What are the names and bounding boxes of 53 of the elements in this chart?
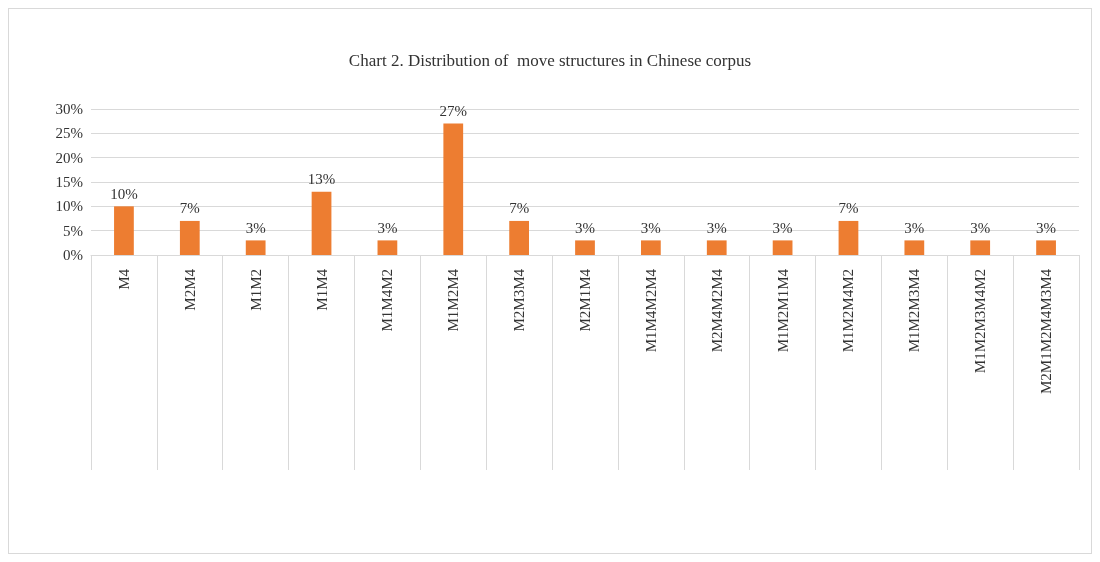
x-tick-label: M2M1M4 (577, 268, 593, 332)
bar (443, 123, 464, 255)
x-tick-label: M1M2M4M2 (840, 269, 857, 353)
data-label: 3% (1036, 219, 1057, 236)
x-tick-label: M2M1M2M4M3M4 (1038, 268, 1055, 395)
y-tick-label: 15% (55, 174, 83, 190)
x-tick-label: M1M2M4 (445, 268, 462, 332)
bar (772, 240, 793, 255)
chart-title: Chart 2. Distribution of move structures in Chinese corpus (348, 51, 752, 70)
bar (904, 240, 925, 255)
bar (640, 240, 661, 255)
bar (838, 220, 859, 255)
data-label: 3% (640, 219, 661, 236)
data-label: 3% (772, 219, 793, 236)
data-label: 3% (245, 219, 266, 236)
data-label: 10% (110, 185, 138, 202)
bar (245, 240, 266, 255)
x-tick-label: M1M4M2 (379, 269, 396, 332)
y-tick-label: 20% (55, 149, 83, 166)
x-tick-label: M2M4 (181, 268, 198, 311)
data-label: 3% (970, 219, 991, 236)
y-tick-label: 10% (55, 198, 83, 215)
x-tick-label: M1M4 (313, 268, 330, 311)
y-tick-label: 5% (63, 222, 83, 239)
bar (179, 220, 200, 255)
y-tick-label: 30% (55, 101, 83, 117)
bar (114, 206, 134, 255)
x-tick-label: M1M2 (247, 269, 264, 311)
data-label: 3% (575, 219, 595, 236)
data-label: 7% (838, 200, 859, 217)
data-label: 7% (509, 200, 530, 217)
bar (706, 240, 727, 255)
x-tick-label: M1M4M2M4 (642, 268, 659, 353)
data-label: 3% (377, 219, 398, 236)
bar (311, 191, 332, 255)
bar (970, 240, 991, 255)
x-tick-label: M4 (115, 268, 132, 290)
x-tick-label: M1M2M3M4 (906, 268, 923, 353)
y-tick-label: 25% (55, 125, 83, 142)
bar (1036, 240, 1056, 255)
x-tick-label: M1M2M3M4M2 (972, 269, 989, 374)
x-tick-label: M2M3M4 (511, 268, 528, 332)
data-label: 3% (904, 219, 925, 236)
data-label: 3% (706, 219, 727, 236)
data-label: 27% (439, 103, 468, 120)
bar (509, 220, 530, 255)
y-tick-label: 0% (63, 247, 83, 263)
bar (377, 240, 398, 255)
data-label: 7% (179, 200, 200, 217)
x-tick-label: M1M2M1M4 (774, 268, 791, 353)
data-label: 13% (307, 171, 336, 188)
x-tick-label: M2M4M2M4 (708, 268, 725, 353)
bar (575, 240, 595, 255)
